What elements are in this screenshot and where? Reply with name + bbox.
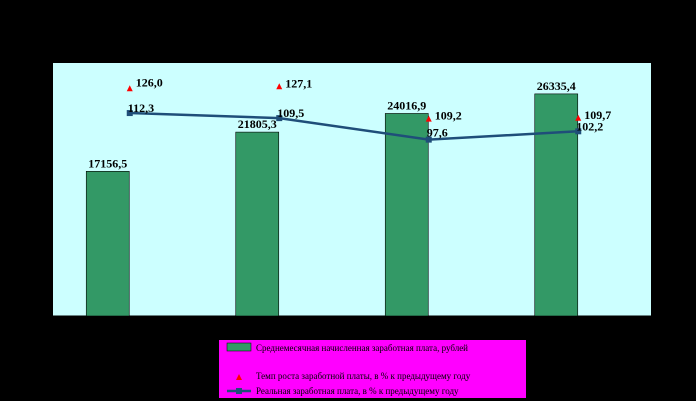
line-series [126, 110, 582, 143]
growth-rate-marker [276, 83, 283, 90]
legend-bar-swatch [226, 342, 252, 352]
growth-rate-marker [126, 85, 133, 92]
markers [126, 83, 582, 122]
real-wage-label: 112,3 [128, 101, 154, 115]
line-point [276, 115, 283, 122]
growth-rate-label: 109,7 [584, 108, 611, 122]
bars [85, 93, 579, 317]
real-wage-label: 102,2 [576, 119, 603, 133]
legend-label-marker: Темп роста заработной платы, в % к преды… [256, 371, 471, 381]
real-wage-line [129, 111, 579, 141]
axes [53, 315, 651, 321]
legend-box [219, 340, 526, 398]
legend: Среднемесячная начисленная заработная пл… [219, 340, 526, 398]
bar [384, 113, 429, 317]
bar-value-label: 21805,3 [238, 117, 277, 131]
legend-line-marker [236, 388, 242, 394]
bar [534, 93, 579, 317]
line-point [575, 128, 582, 135]
bar-value-label: 17156,5 [88, 156, 127, 170]
real-wage-label: 97,6 [427, 126, 448, 140]
bar [85, 171, 130, 317]
growth-rate-marker [575, 114, 582, 121]
bar-value-label: 26335,4 [537, 79, 576, 93]
line-point [425, 136, 432, 143]
legend-label-bar: Среднемесячная начисленная заработная пл… [256, 343, 468, 353]
growth-rate-label: 109,2 [435, 109, 462, 123]
growth-rate-label: 127,1 [285, 76, 312, 90]
bar-value-label: 24016,9 [387, 98, 426, 112]
bar [235, 131, 280, 317]
data-labels: 17156,5 21805,3 24016,9 26335,4 126,0 127,1 10… [88, 75, 611, 170]
growth-rate-marker [425, 115, 432, 122]
real-wage-label: 109,5 [277, 106, 304, 120]
growth-rate-label: 126,0 [136, 75, 163, 89]
legend-label-line: Реальная заработная плата, в % к предыду… [256, 386, 459, 396]
line-point [126, 110, 133, 117]
legend-marker-swatch [236, 374, 242, 380]
